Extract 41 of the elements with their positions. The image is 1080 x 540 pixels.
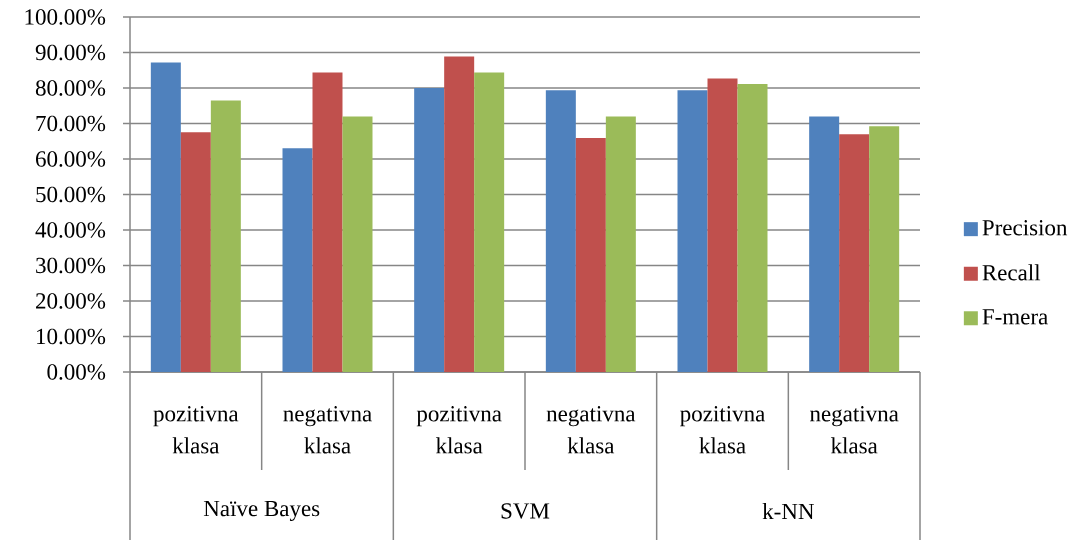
bar (869, 126, 900, 372)
x-tick-label: negativna klasa (546, 406, 636, 454)
x-tick-label: pozitivna klasa (416, 406, 502, 454)
x-tick-label: negativna klasa (810, 406, 899, 454)
bar (180, 132, 211, 372)
text: k-NN (762, 503, 814, 519)
bar (605, 116, 636, 372)
legend-label: F-mera (982, 309, 1048, 325)
bar (545, 90, 576, 372)
bar (414, 88, 445, 372)
text: SVM (501, 503, 550, 519)
bar (575, 138, 606, 372)
bar (809, 116, 840, 372)
y-tick-label: 20.00% (36, 293, 106, 309)
y-tick-label: 60.00% (36, 151, 106, 167)
y-tick-label: 0.00% (47, 364, 106, 380)
y-tick-label: 30.00% (36, 257, 106, 274)
bar (839, 134, 870, 372)
x-tick-label: negativna klasa (283, 406, 372, 454)
y-tick-label: 100.00% (25, 9, 106, 25)
bar (444, 56, 475, 372)
legend-label: Precision (982, 220, 1068, 236)
legend-label: Recall (982, 264, 1041, 281)
text: Naïve Bayes (203, 501, 320, 522)
bar (677, 90, 708, 372)
bar (707, 78, 738, 372)
bar (150, 62, 181, 372)
y-tick-label: 10.00% (37, 328, 106, 345)
bar (210, 100, 241, 372)
bar (312, 72, 343, 372)
bar (342, 116, 373, 372)
bar (737, 84, 768, 372)
bar (474, 72, 505, 372)
y-tick-label: 40.00% (35, 222, 106, 238)
x-tick-label: pozitivna klasa (153, 406, 239, 454)
y-tick-label: 90.00% (35, 44, 106, 61)
y-tick-label: 50.00% (36, 186, 106, 203)
y-tick-label: 80.00% (35, 80, 106, 96)
bar (282, 148, 313, 372)
y-tick-label: 70.00% (36, 115, 106, 132)
x-tick-label: pozitivna klasa (680, 406, 765, 454)
